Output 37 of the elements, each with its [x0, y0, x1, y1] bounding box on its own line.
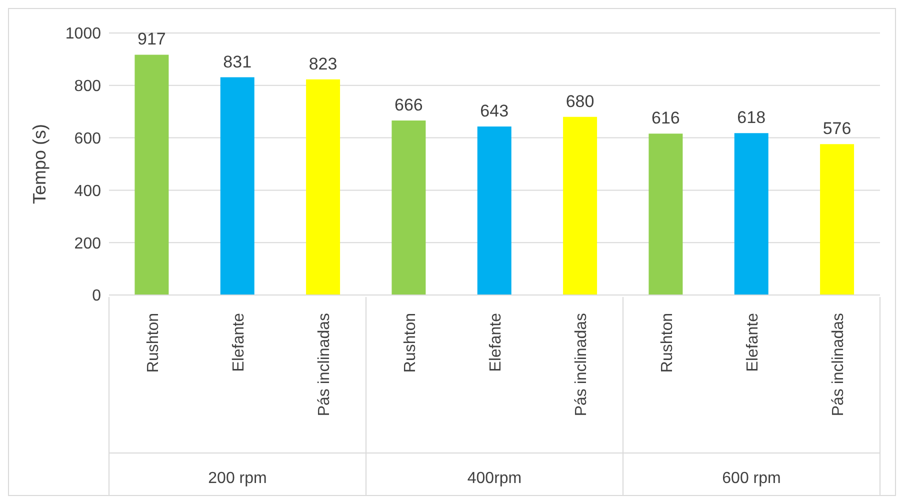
x-tick-label: Pás inclinadas: [573, 313, 590, 416]
y-tick-label: 800: [74, 78, 102, 96]
y-tick-label: 0: [92, 288, 102, 305]
data-label: 917: [138, 30, 166, 49]
y-tick-label: 200: [74, 235, 102, 252]
data-label: 618: [737, 108, 766, 128]
text: 600 rpm: [722, 470, 781, 487]
bar: [734, 133, 768, 295]
bar: [134, 54, 169, 295]
y-tick-label: 1000: [65, 26, 102, 43]
x-tick-label: Rushton: [144, 313, 162, 373]
y-tick-label: 400: [74, 182, 102, 200]
x-tick-label: Pás inclinadas: [316, 313, 334, 416]
data-label: 666: [394, 96, 423, 115]
x-tick-label: Rushton: [658, 313, 676, 373]
x-tick-label: Elefante: [744, 312, 762, 372]
bar: [563, 116, 598, 295]
data-label: 576: [822, 119, 852, 138]
text: 200 rpm: [208, 470, 267, 487]
x-tick-label: Pás inclinadas: [830, 313, 848, 416]
bar: [477, 126, 512, 295]
bar: [648, 134, 683, 295]
data-label: 680: [566, 92, 594, 111]
y-axis-title: Tempo (s): [29, 124, 50, 204]
x-tick-label: Elefante: [488, 312, 504, 372]
data-label: 643: [480, 102, 509, 121]
data-label: 823: [308, 54, 338, 74]
x-tick-label: Elefante: [230, 312, 248, 372]
y-tick-label: 600: [74, 130, 102, 148]
data-label: 616: [652, 108, 680, 128]
bar: [306, 79, 340, 295]
bar: [220, 77, 254, 295]
bar: [392, 120, 426, 295]
text: 400rpm: [467, 470, 522, 487]
data-label: 831: [223, 52, 252, 72]
bar: [820, 144, 854, 295]
x-tick-label: Rushton: [402, 313, 419, 373]
